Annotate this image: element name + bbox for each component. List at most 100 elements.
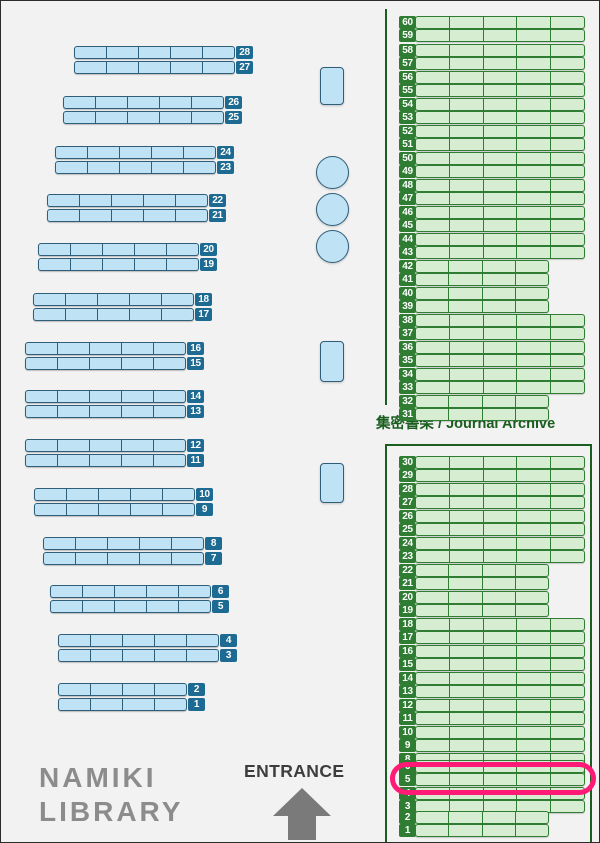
- archive-shelf-number-label[interactable]: 25: [399, 523, 416, 536]
- archive-shelf-bar[interactable]: [415, 206, 585, 219]
- archive-shelf-number-label[interactable]: 50: [399, 152, 416, 165]
- archive-shelf-number-label[interactable]: 14: [399, 672, 416, 685]
- shelf-row[interactable]: 14: [25, 390, 204, 403]
- archive-shelf-bar[interactable]: [415, 469, 585, 482]
- archive-shelf-row[interactable]: 24: [399, 537, 585, 550]
- archive-shelf-number-label[interactable]: 33: [399, 381, 416, 394]
- archive-shelf-number-label[interactable]: 12: [399, 699, 416, 712]
- archive-shelf-row[interactable]: 14: [399, 672, 585, 685]
- reading-table-3[interactable]: [320, 463, 344, 503]
- archive-shelf-number-label[interactable]: 18: [399, 618, 416, 631]
- archive-shelf-row[interactable]: 25: [399, 523, 585, 536]
- archive-shelf-number-label[interactable]: 36: [399, 341, 416, 354]
- archive-shelf-bar[interactable]: [415, 16, 585, 29]
- archive-shelf-number-label[interactable]: 13: [399, 685, 416, 698]
- round-table-1[interactable]: [316, 156, 349, 189]
- archive-shelf-bar[interactable]: [415, 29, 585, 42]
- archive-shelf-row[interactable]: 31: [399, 408, 549, 421]
- archive-shelf-row[interactable]: 29: [399, 469, 585, 482]
- archive-shelf-number-label[interactable]: 9: [399, 739, 416, 752]
- archive-shelf-row[interactable]: 51: [399, 138, 585, 151]
- archive-shelf-row[interactable]: 35: [399, 354, 585, 367]
- shelf-bar[interactable]: [34, 488, 195, 501]
- archive-shelf-bar[interactable]: [415, 726, 585, 739]
- shelf-number-label[interactable]: 23: [217, 161, 234, 174]
- shelf-bar[interactable]: [25, 454, 186, 467]
- archive-shelf-number-label[interactable]: 1: [399, 824, 416, 837]
- shelf-row[interactable]: 18: [33, 293, 212, 306]
- archive-shelf-number-label[interactable]: 32: [399, 395, 416, 408]
- archive-shelf-number-label[interactable]: 2: [399, 811, 416, 824]
- shelf-number-label[interactable]: 7: [205, 552, 222, 565]
- archive-shelf-number-label[interactable]: 47: [399, 192, 416, 205]
- archive-shelf-bar[interactable]: [415, 381, 585, 394]
- shelf-number-label[interactable]: 13: [187, 405, 204, 418]
- archive-shelf-row[interactable]: 39: [399, 300, 549, 313]
- archive-shelf-row[interactable]: 16: [399, 645, 585, 658]
- archive-shelf-row[interactable]: 43: [399, 246, 585, 259]
- archive-shelf-row[interactable]: 38: [399, 314, 585, 327]
- archive-shelf-number-label[interactable]: 44: [399, 233, 416, 246]
- archive-shelf-bar[interactable]: [415, 57, 585, 70]
- archive-shelf-row[interactable]: 1: [399, 824, 549, 837]
- shelf-row[interactable]: 3: [58, 649, 237, 662]
- shelf-row[interactable]: 24: [55, 146, 234, 159]
- archive-shelf-row[interactable]: 59: [399, 29, 585, 42]
- archive-shelf-number-label[interactable]: 35: [399, 354, 416, 367]
- archive-shelf-number-label[interactable]: 6: [399, 760, 416, 773]
- archive-shelf-number-label[interactable]: 46: [399, 206, 416, 219]
- shelf-row[interactable]: 23: [55, 161, 234, 174]
- archive-shelf-bar[interactable]: [415, 98, 585, 111]
- shelf-bar[interactable]: [47, 209, 208, 222]
- archive-shelf-bar[interactable]: [415, 645, 585, 658]
- archive-shelf-row[interactable]: 26: [399, 510, 585, 523]
- archive-shelf-row[interactable]: 18: [399, 618, 585, 631]
- shelf-bar[interactable]: [58, 683, 187, 696]
- archive-shelf-number-label[interactable]: 39: [399, 300, 416, 313]
- archive-shelf-number-label[interactable]: 53: [399, 111, 416, 124]
- archive-shelf-number-label[interactable]: 52: [399, 125, 416, 138]
- archive-shelf-bar[interactable]: [415, 408, 549, 421]
- shelf-bar[interactable]: [43, 537, 204, 550]
- archive-shelf-number-label[interactable]: 19: [399, 604, 416, 617]
- shelf-row[interactable]: 10: [34, 488, 213, 501]
- shelf-bar[interactable]: [43, 552, 204, 565]
- archive-shelf-bar[interactable]: [415, 523, 585, 536]
- archive-shelf-number-label[interactable]: 22: [399, 564, 416, 577]
- archive-shelf-bar[interactable]: [415, 760, 585, 773]
- archive-shelf-bar[interactable]: [415, 260, 549, 273]
- archive-shelf-number-label[interactable]: 51: [399, 138, 416, 151]
- shelf-bar[interactable]: [38, 243, 199, 256]
- archive-shelf-bar[interactable]: [415, 395, 549, 408]
- shelf-bar[interactable]: [33, 293, 194, 306]
- archive-shelf-row[interactable]: 50: [399, 152, 585, 165]
- archive-shelf-number-label[interactable]: 10: [399, 726, 416, 739]
- archive-shelf-row[interactable]: 54: [399, 98, 585, 111]
- archive-shelf-row[interactable]: 48: [399, 179, 585, 192]
- archive-shelf-number-label[interactable]: 24: [399, 537, 416, 550]
- shelf-bar[interactable]: [63, 96, 224, 109]
- archive-shelf-bar[interactable]: [415, 354, 585, 367]
- archive-shelf-row[interactable]: 57: [399, 57, 585, 70]
- archive-shelf-number-label[interactable]: 38: [399, 314, 416, 327]
- shelf-bar[interactable]: [50, 585, 211, 598]
- archive-shelf-number-label[interactable]: 34: [399, 368, 416, 381]
- archive-shelf-bar[interactable]: [415, 111, 585, 124]
- shelf-number-label[interactable]: 27: [236, 61, 253, 74]
- shelf-number-label[interactable]: 10: [196, 488, 213, 501]
- archive-shelf-row[interactable]: 27: [399, 496, 585, 509]
- archive-shelf-row[interactable]: 21: [399, 577, 549, 590]
- archive-shelf-row[interactable]: 58: [399, 44, 585, 57]
- archive-shelf-number-label[interactable]: 55: [399, 84, 416, 97]
- shelf-bar[interactable]: [55, 161, 216, 174]
- shelf-number-label[interactable]: 19: [200, 258, 217, 271]
- reading-table-2[interactable]: [320, 341, 344, 382]
- archive-shelf-row[interactable]: 17: [399, 631, 585, 644]
- archive-shelf-number-label[interactable]: 15: [399, 658, 416, 671]
- shelf-row[interactable]: 5: [50, 600, 229, 613]
- round-table-3[interactable]: [316, 230, 349, 263]
- archive-shelf-row[interactable]: 36: [399, 341, 585, 354]
- shelf-number-label[interactable]: 14: [187, 390, 204, 403]
- shelf-bar[interactable]: [25, 390, 186, 403]
- archive-shelf-bar[interactable]: [415, 165, 585, 178]
